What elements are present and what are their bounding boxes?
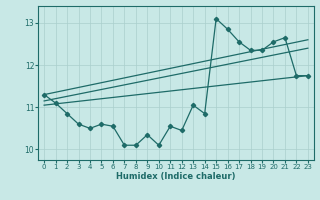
X-axis label: Humidex (Indice chaleur): Humidex (Indice chaleur) [116, 172, 236, 181]
